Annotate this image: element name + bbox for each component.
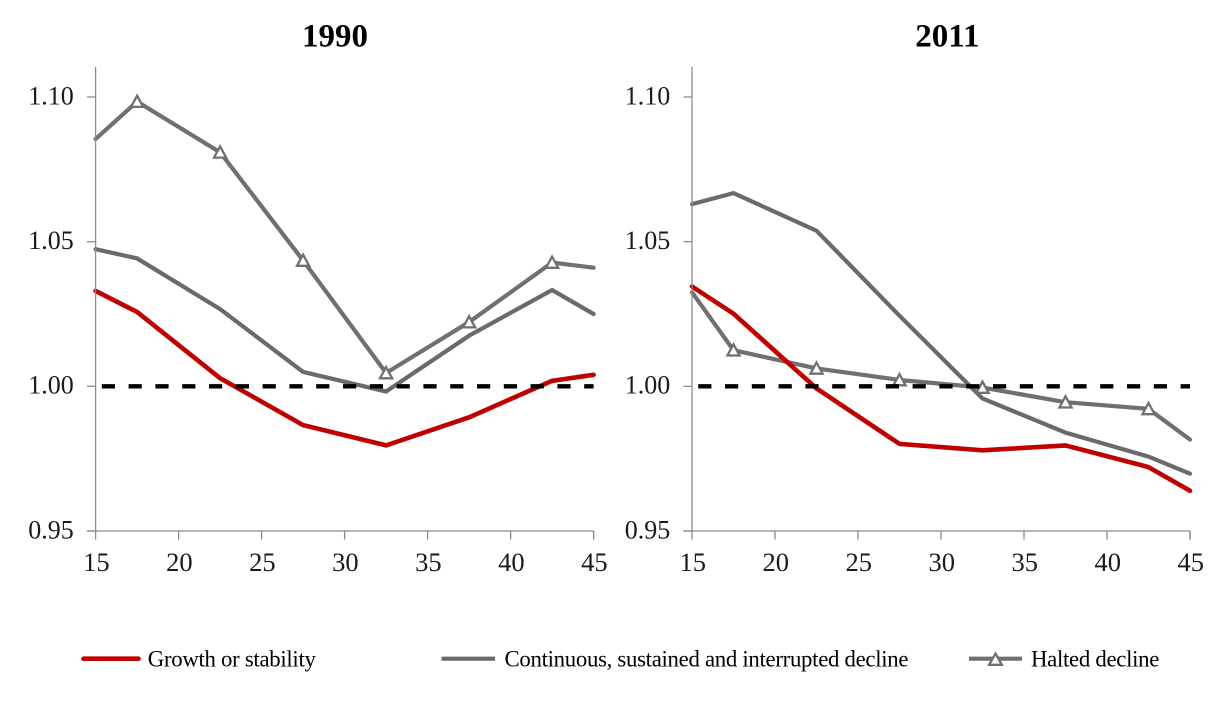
svg-text:45: 45 (581, 547, 608, 577)
svg-text:Growth or stability: Growth or stability (148, 646, 317, 671)
svg-text:30: 30 (929, 547, 956, 577)
svg-text:25: 25 (846, 547, 873, 577)
svg-text:0.95: 0.95 (28, 515, 74, 544)
svg-text:35: 35 (415, 547, 442, 577)
svg-text:1.10: 1.10 (625, 81, 671, 110)
svg-text:1.05: 1.05 (28, 226, 74, 255)
svg-text:45: 45 (1178, 547, 1205, 577)
svg-text:15: 15 (680, 547, 707, 577)
svg-text:2011: 2011 (915, 18, 979, 54)
svg-text:1.05: 1.05 (625, 226, 671, 255)
svg-text:1.00: 1.00 (625, 371, 671, 400)
svg-text:0.95: 0.95 (625, 515, 671, 544)
svg-text:20: 20 (763, 547, 790, 577)
svg-text:25: 25 (249, 547, 276, 577)
svg-text:Halted decline: Halted decline (1031, 646, 1159, 671)
svg-text:40: 40 (498, 547, 525, 577)
svg-text:40: 40 (1095, 547, 1122, 577)
svg-text:1.10: 1.10 (28, 81, 74, 110)
svg-text:15: 15 (83, 547, 110, 577)
svg-text:1.00: 1.00 (28, 371, 74, 400)
svg-text:1990: 1990 (302, 18, 368, 54)
svg-text:30: 30 (332, 547, 359, 577)
svg-text:20: 20 (166, 547, 193, 577)
svg-text:35: 35 (1012, 547, 1039, 577)
svg-text:Continuous, sustained and inte: Continuous, sustained and interrupted de… (505, 646, 909, 671)
